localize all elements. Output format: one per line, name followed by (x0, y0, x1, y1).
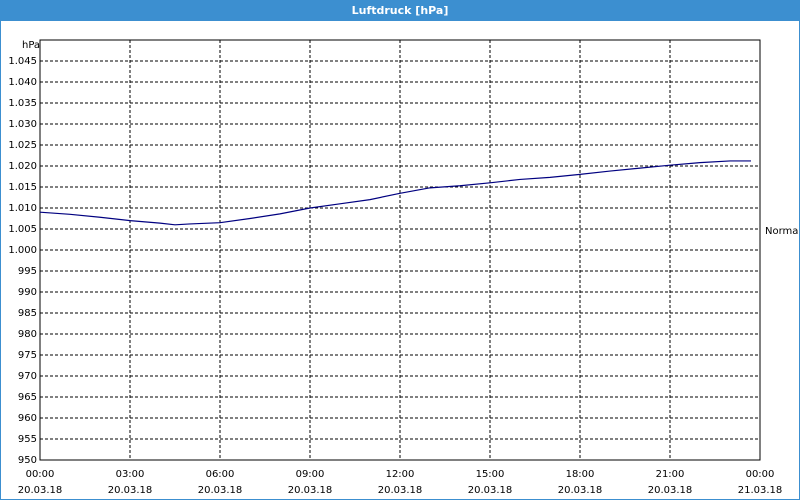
y-tick-label: 1.010 (8, 203, 37, 214)
x-tick-date: 20.03.18 (108, 485, 153, 496)
y-tick-label: 980 (18, 329, 37, 340)
x-tick-label: 12:00 (386, 469, 415, 480)
y-tick-label: 970 (18, 371, 37, 382)
y-tick-label: 995 (18, 266, 37, 277)
x-tick-label: 03:00 (116, 469, 145, 480)
x-tick-label: 00:00 (746, 469, 775, 480)
y-tick-label: 1.005 (8, 224, 37, 235)
y-tick-label: 975 (18, 350, 37, 361)
x-tick-label: 00:00 (26, 469, 55, 480)
y-tick-label: 1.030 (8, 119, 37, 130)
line (39, 160, 751, 226)
x-tick-label: 06:00 (206, 469, 235, 480)
x-tick-label: 09:00 (296, 469, 325, 480)
x-tick-label: 21:00 (656, 469, 685, 480)
y-tick-label: 985 (18, 308, 37, 319)
y-tick-label: 950 (18, 455, 37, 466)
y-tick-label: 1.045 (8, 56, 37, 67)
x-tick-date: 20.03.18 (648, 485, 693, 496)
y-tick-label: 1.015 (8, 182, 37, 193)
y-unit-label: hPa (22, 40, 40, 51)
x-tick-date: 20.03.18 (468, 485, 513, 496)
x-tick-date: 20.03.18 (558, 485, 603, 496)
y-tick-label: 960 (18, 413, 37, 424)
y-tick-label: 1.040 (8, 77, 37, 88)
y-tick-label: 990 (18, 287, 37, 298)
legend-entry: Normal (765, 226, 799, 237)
y-tick-label: 955 (18, 434, 37, 445)
x-tick-date: 20.03.18 (18, 485, 63, 496)
x-tick-label: 18:00 (566, 469, 595, 480)
y-tick-label: 1.020 (8, 161, 37, 172)
x-tick-date: 20.03.18 (378, 485, 423, 496)
y-tick-label: 1.035 (8, 98, 37, 109)
title-bar: Luftdruck [hPa] (1, 1, 799, 21)
x-tick-date: 20.03.18 (198, 485, 243, 496)
x-tick-date: 21.03.18 (738, 485, 783, 496)
x-tick-date: 20.03.18 (288, 485, 333, 496)
y-tick-label: 965 (18, 392, 37, 403)
y-tick-label: 1.025 (8, 140, 37, 151)
x-tick-label: 15:00 (476, 469, 505, 480)
y-tick-label: 1.000 (8, 245, 37, 256)
